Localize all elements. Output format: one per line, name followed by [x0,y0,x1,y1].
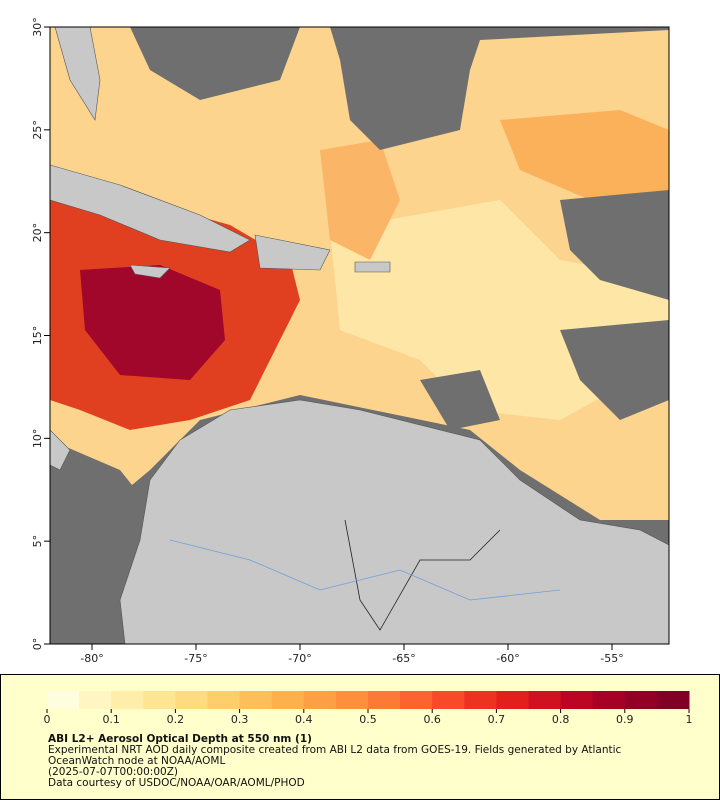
no-data-patch [560,320,669,420]
colorbar-swatch [656,691,690,709]
river [169,539,561,601]
y-tick-label: 15° [31,326,44,346]
y-tick-label: 20° [31,223,44,243]
colorbar-tick-label: 0.1 [102,713,120,726]
aerosol-field-dark [80,265,225,380]
land [119,399,669,644]
colorbar-tick-label: 0.8 [552,713,570,726]
colorbar-swatch [624,691,658,709]
colorbar-swatch [592,691,626,709]
colorbar-tick-label: 0.3 [231,713,249,726]
colorbar-tick-label: 0.9 [616,713,634,726]
colorbar-swatch [368,691,401,709]
land [254,234,331,271]
colorbar-swatch [528,691,562,709]
colorbar-swatch [239,691,273,709]
y-tick-label: 30° [31,17,44,37]
no-data-patch [560,190,669,300]
land [354,261,391,273]
y-tick-label: 5° [31,535,44,548]
no-data-patch [130,27,300,100]
x-tick-label: -65° [392,652,415,665]
land [50,164,251,253]
border [344,519,501,631]
colorbar-tick-label: 0.2 [167,713,185,726]
colorbar-swatch [400,691,433,709]
y-tick-label: 25° [31,120,44,140]
map-layer [50,27,669,644]
x-tick-label: -80° [80,652,103,665]
colorbar-swatch [143,691,176,709]
colorbar-tick-label: 0.5 [359,713,377,726]
colorbar-swatch [303,691,337,709]
caption-line: Data courtesy of USDOC/NOAA/OAR/AOML/PHO… [48,777,305,789]
y-tick-label: 10° [31,429,44,449]
colorbar-swatch [496,691,529,709]
aerosol-field-orange [320,140,400,260]
colorbar-tick-label: 0.6 [423,713,441,726]
y-tick-label: 0° [31,638,44,651]
colorbar-swatch [271,691,305,709]
caption-line: OceanWatch node at NOAA/AOML [48,755,225,767]
colorbar-swatch [432,691,465,709]
caption-line: Experimental NRT AOD daily composite cre… [48,744,622,756]
colorbar-swatch [207,691,241,709]
colorbar-swatch [111,691,144,709]
x-tick-label: -60° [496,652,519,665]
colorbar-swatch [560,691,594,709]
no-data-patch [340,45,470,150]
x-tick-label: -75° [184,652,207,665]
aerosol-field-orange [500,110,669,210]
land [54,27,101,121]
no-data-patch [50,440,160,560]
colorbar-swatch [175,691,208,709]
colorbar-swatch [335,691,369,709]
colorbar-swatch [464,691,497,709]
colorbar-tick-label: 0 [44,713,51,726]
land [129,264,171,279]
colorbar-swatch [79,691,112,709]
caption-title: ABI L2+ Aerosol Optical Depth at 550 nm … [48,733,312,745]
no-data-patch [420,370,500,430]
colorbar-tick-label: 1 [686,713,693,726]
colorbar-tick-label: 0.7 [488,713,506,726]
colorbar-swatch [47,691,80,709]
caption-line: (2025-07-07T00:00:00Z) [48,766,178,778]
land [50,429,71,471]
x-tick-label: -70° [288,652,311,665]
colorbar-tick-label: 0.4 [295,713,313,726]
x-tick-label: -55° [600,652,623,665]
